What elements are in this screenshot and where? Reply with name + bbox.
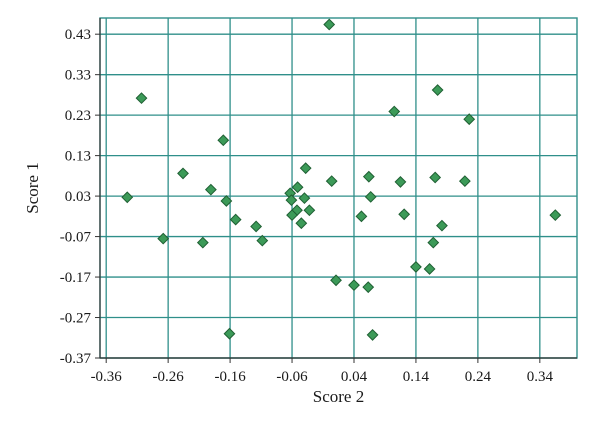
data-point <box>256 234 269 247</box>
y-tick-label: -0.07 <box>60 230 92 246</box>
data-point <box>325 175 338 188</box>
x-tick-label: 0.24 <box>465 369 492 385</box>
x-tick-labels: -0.36 -0.26 -0.16 -0.06 0.04 0.14 0.24 0.34 <box>91 358 554 385</box>
data-point <box>366 329 379 341</box>
y-tick-label: 0.03 <box>65 189 91 205</box>
data-point <box>298 192 311 205</box>
data-point <box>355 210 368 223</box>
y-tick-label: -0.37 <box>60 351 92 367</box>
data-point <box>348 279 360 292</box>
x-tick-label: 0.34 <box>527 369 554 385</box>
data-point <box>217 134 230 147</box>
data-point <box>362 281 375 294</box>
data-point <box>549 209 562 222</box>
y-tick-label: 0.23 <box>65 108 91 124</box>
x-axis-title: Score 2 <box>313 387 364 406</box>
data-point <box>388 105 401 118</box>
data-point <box>229 213 242 226</box>
x-tick-label: 0.14 <box>403 369 430 385</box>
data-point <box>429 171 442 184</box>
x-tick-label: -0.06 <box>276 369 308 385</box>
data-point <box>286 209 298 222</box>
data-point <box>121 191 134 204</box>
data-point <box>463 113 476 126</box>
data-point <box>330 274 342 287</box>
data-point <box>362 170 375 183</box>
x-tick-label: 0.04 <box>341 369 368 385</box>
data-point <box>295 217 308 230</box>
y-tick-label: -0.27 <box>60 311 92 327</box>
grid-lines <box>100 18 577 359</box>
data-point <box>196 236 209 249</box>
x-tick-label: -0.26 <box>153 369 185 385</box>
data-point <box>423 263 436 275</box>
data-point <box>291 181 304 194</box>
data-point <box>177 167 189 180</box>
y-tick-labels: 0.43 0.33 0.23 0.13 0.03 -0.07 -0.17 -0.27 -0.37 <box>60 27 100 367</box>
data-point <box>427 236 440 249</box>
data-points <box>121 18 562 341</box>
y-tick-label: 0.13 <box>65 149 91 165</box>
data-point <box>220 195 233 207</box>
data-point <box>250 220 263 233</box>
data-point <box>431 84 444 96</box>
data-point <box>204 183 217 196</box>
data-point <box>436 219 448 232</box>
y-tick-label: 0.33 <box>65 68 91 84</box>
x-tick-label: -0.16 <box>214 369 246 385</box>
plot-frame <box>99 17 578 359</box>
y-axis-title: Score 1 <box>23 162 42 213</box>
data-point <box>303 204 316 217</box>
data-point <box>299 162 312 175</box>
data-point <box>323 18 336 31</box>
data-point <box>285 194 298 207</box>
data-point <box>410 261 422 273</box>
data-point <box>223 327 236 340</box>
data-point <box>157 232 170 245</box>
data-point <box>458 175 471 188</box>
data-point <box>364 190 377 203</box>
data-point <box>398 208 411 221</box>
data-point <box>394 176 407 188</box>
y-tick-label: 0.43 <box>65 27 91 43</box>
x-tick-label: -0.36 <box>91 369 123 385</box>
data-point <box>135 92 148 105</box>
y-tick-label: -0.17 <box>60 270 92 286</box>
